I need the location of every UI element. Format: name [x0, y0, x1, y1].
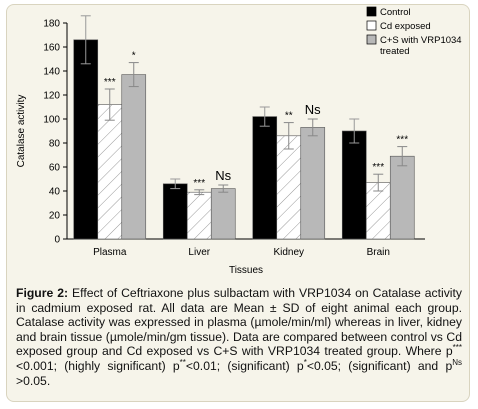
significance-asterisk: ** [285, 111, 293, 122]
y-tick-label: 100 [43, 115, 60, 126]
significance-asterisk: *** [193, 178, 205, 189]
caption-sup: ** [179, 357, 186, 367]
x-tick-label: Plasma [93, 247, 127, 258]
caption-label: Figure 2: [16, 286, 69, 300]
y-tick-label: 120 [43, 91, 60, 102]
caption-text: <0.01; (significant) p [185, 358, 304, 373]
caption-sup: *** [452, 343, 462, 353]
y-tick-label: 20 [49, 211, 61, 222]
legend-swatch [366, 6, 377, 17]
significance-asterisk: * [132, 51, 136, 62]
ns-annotation: Ns [305, 102, 321, 117]
x-tick-label: Kidney [273, 247, 304, 258]
x-axis-title: Tissues [229, 265, 263, 276]
bar [162, 183, 188, 240]
bar [300, 127, 326, 240]
bar [210, 188, 236, 240]
bar [341, 130, 367, 240]
caption-text: >0.05. [16, 373, 51, 388]
x-tick-label: Liver [188, 247, 210, 258]
significance-asterisk: *** [396, 135, 408, 146]
bar [121, 74, 147, 240]
bar-chart: 0 20 40 60 80 100 120 140 160 180 Catalase activit… [16, 6, 462, 276]
legend-label: treated [380, 46, 410, 57]
legend-label: Control [380, 7, 411, 18]
y-tick-label: 0 [54, 235, 60, 246]
legend-label: Cd exposed [380, 21, 431, 32]
y-tick-label: 80 [49, 139, 61, 150]
y-tick-label: 180 [43, 19, 60, 30]
bar [365, 182, 391, 240]
legend-label: C+S with VRP1034 [380, 35, 462, 46]
bar [186, 191, 212, 240]
y-tick-label: 160 [43, 43, 60, 54]
significance-asterisk: *** [104, 77, 116, 88]
legend-swatch [366, 20, 377, 31]
bar [276, 135, 302, 240]
caption-text: <0.001; (highly significant) p [16, 358, 180, 373]
bar [252, 116, 278, 240]
caption-text: <0.05; (significant) and p [306, 358, 453, 373]
bar [73, 39, 99, 240]
caption-sup: * [303, 357, 307, 367]
ns-annotation: Ns [215, 168, 231, 183]
significance-asterisk: *** [372, 162, 384, 173]
bar [389, 155, 415, 240]
x-tick-label: Brain [367, 247, 390, 258]
y-tick-label: 40 [49, 187, 61, 198]
y-tick-label: 140 [43, 67, 60, 78]
y-axis-title: Catalase activity [16, 95, 27, 168]
caption-text: Effect of Ceftriaxone plus sulbactam wit… [16, 286, 462, 359]
caption-sup: Ns [452, 357, 462, 367]
bar [97, 104, 123, 240]
legend-swatch [366, 34, 377, 45]
y-tick-label: 60 [49, 163, 61, 174]
figure-caption: Figure 2: Effect of Ceftriaxone plus sul… [16, 286, 462, 388]
